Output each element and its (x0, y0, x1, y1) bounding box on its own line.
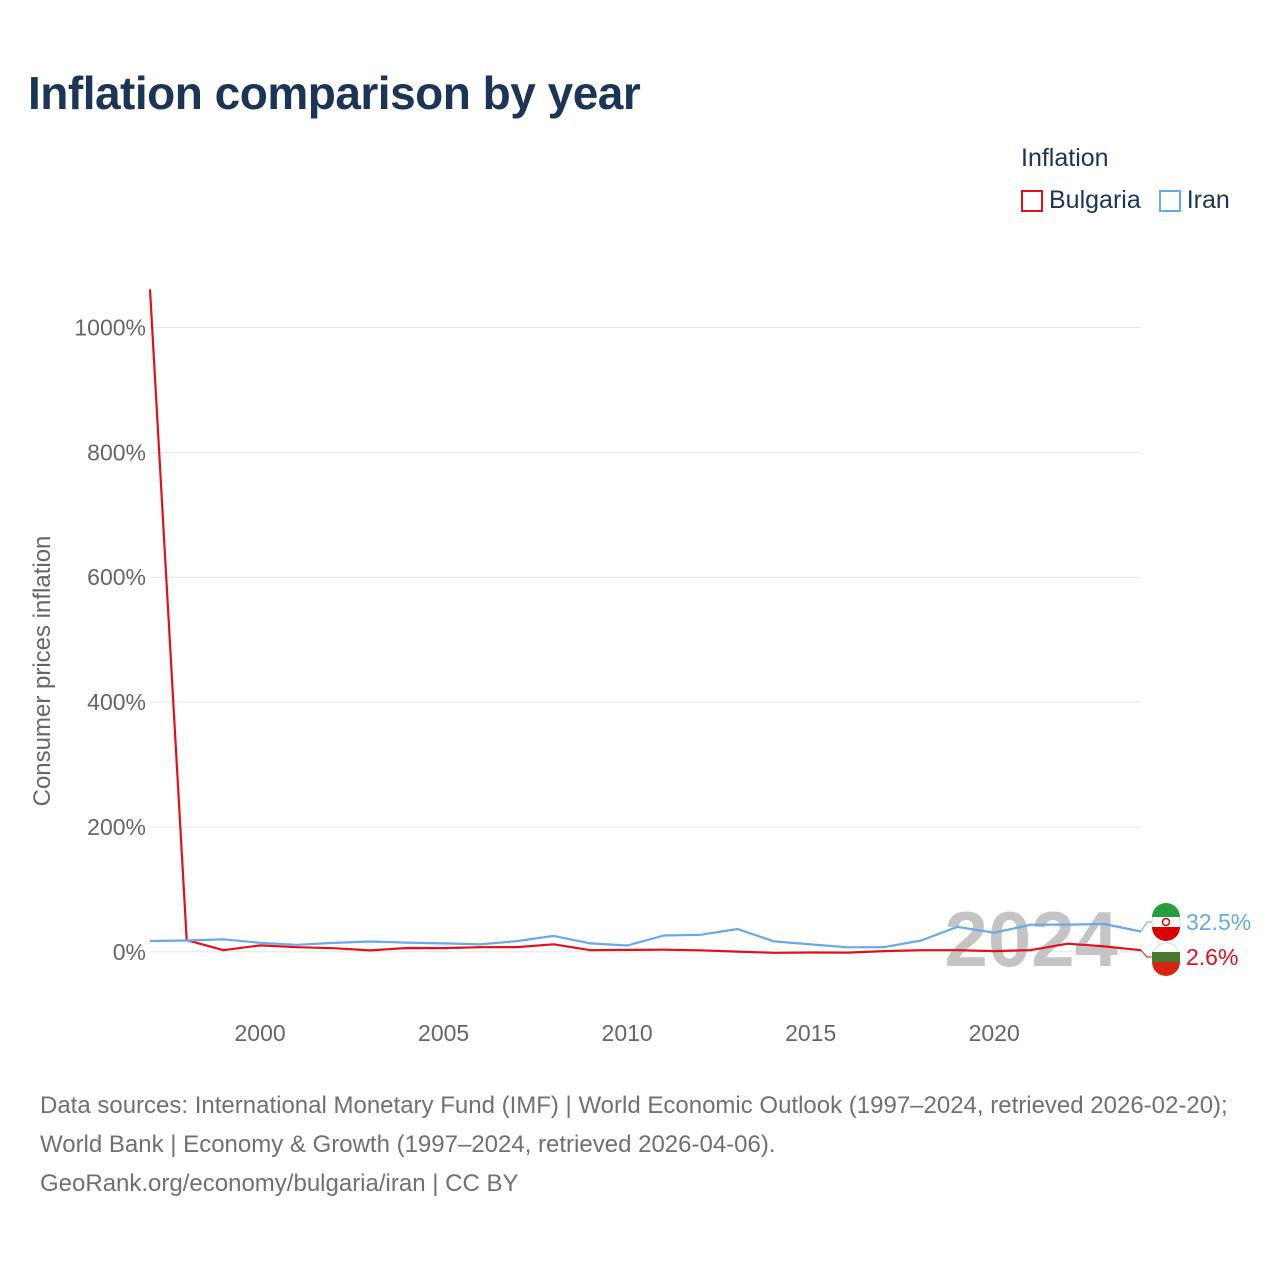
source-text: Data sources: International Monetary Fun… (40, 1092, 1228, 1158)
bulgaria-flag-green (1152, 952, 1180, 962)
source-note: Data sources: International Monetary Fun… (40, 1086, 1250, 1203)
series-line-bulgaria (148, 289, 1142, 954)
end-label-iran: 32.5% (1186, 909, 1251, 935)
end-label-bulgaria: 2.6% (1186, 944, 1238, 970)
iran-flag-emblem (1161, 917, 1171, 927)
legend-item-bulgaria[interactable]: Bulgaria (1021, 186, 1141, 215)
legend-label-iran: Iran (1186, 186, 1230, 214)
bulgaria-flag-red (1152, 962, 1180, 976)
source-url: GeoRank.org/economy/bulgaria/iran | CC B… (40, 1170, 519, 1197)
end-label-connector (1140, 921, 1153, 932)
y-tick-label: 200% (87, 814, 146, 840)
y-tick-label: 800% (87, 439, 146, 465)
legend-swatch-bulgaria (1021, 189, 1043, 212)
x-tick-label: 2010 (602, 1020, 653, 1046)
x-tick-label: 2000 (235, 1020, 286, 1046)
y-tick-label: 400% (87, 689, 146, 715)
x-tick-label: 2015 (785, 1020, 836, 1046)
legend-swatch-iran (1158, 189, 1181, 212)
legend-label-bulgaria: Bulgaria (1049, 186, 1141, 214)
year-watermark: 2024 (944, 895, 1118, 983)
end-label-connector (1140, 949, 1153, 958)
legend-title: Inflation (1021, 144, 1109, 172)
x-tick-label: 2005 (418, 1020, 469, 1046)
legend: Bulgaria Iran (1021, 186, 1230, 215)
iran-flag-red (1152, 927, 1180, 941)
series-line-iran (149, 922, 1142, 949)
legend-item-iran[interactable]: Iran (1158, 186, 1230, 215)
iran-flag-green (1152, 903, 1180, 917)
x-tick-label: 2020 (969, 1020, 1020, 1046)
y-tick-label: 0% (113, 939, 146, 965)
y-tick-label: 600% (87, 564, 146, 590)
y-axis-title: Consumer prices inflation (29, 536, 56, 807)
y-tick-label: 1000% (74, 314, 146, 340)
chart-title: Inflation comparison by year (28, 67, 641, 119)
